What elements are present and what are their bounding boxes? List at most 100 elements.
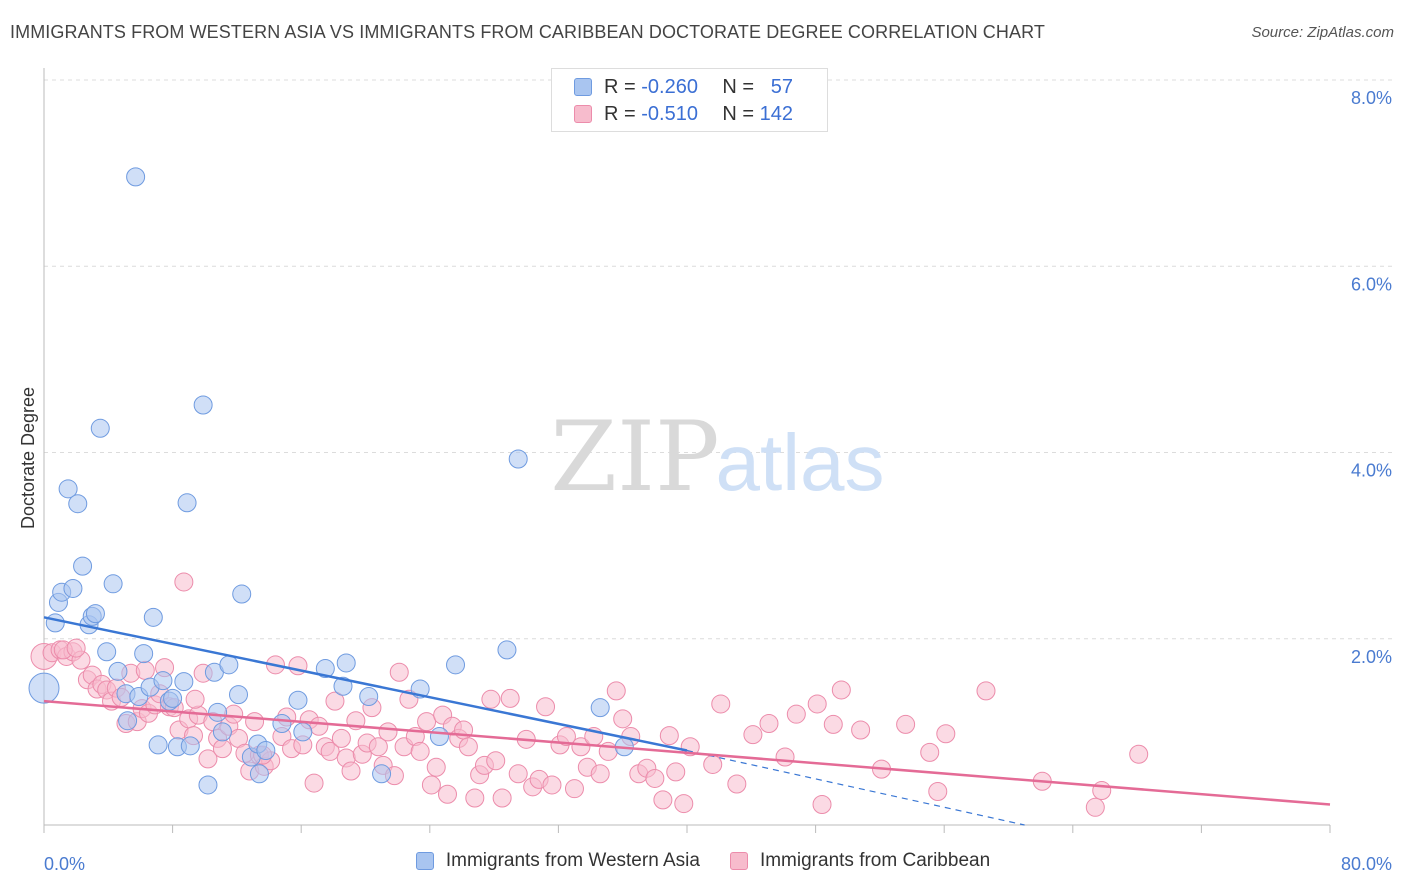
point-caribbean — [1085, 797, 1105, 817]
point-western-asia — [590, 698, 610, 718]
point-caribbean — [571, 737, 591, 757]
point-caribbean — [812, 795, 832, 815]
trend-line-caribbean — [43, 699, 1331, 806]
point-caribbean — [775, 747, 795, 767]
point-caribbean — [759, 713, 779, 733]
point-caribbean — [1129, 744, 1149, 764]
point-caribbean — [542, 775, 562, 795]
point-caribbean — [389, 662, 409, 682]
y-tick-label: 4.0% — [1351, 461, 1392, 481]
source-label: Source: ZipAtlas.com — [1251, 24, 1394, 41]
series-legend-caribbean[interactable]: Immigrants from Caribbean — [729, 850, 990, 872]
point-caribbean — [66, 638, 86, 658]
point-caribbean — [421, 775, 441, 795]
point-caribbean — [606, 681, 626, 701]
trend-extension-western-asia — [686, 749, 1025, 826]
point-caribbean — [135, 660, 155, 680]
point-caribbean — [481, 689, 501, 709]
series-label-western-asia: Immigrants from Western Asia — [445, 850, 700, 871]
point-western-asia — [68, 494, 88, 514]
point-western-asia — [90, 418, 110, 438]
point-caribbean — [786, 704, 806, 724]
point-caribbean — [807, 694, 827, 714]
point-caribbean — [674, 794, 694, 814]
point-caribbean — [492, 788, 512, 808]
point-caribbean — [613, 709, 633, 729]
point-caribbean — [556, 727, 576, 747]
point-caribbean — [417, 712, 437, 732]
point-western-asia — [219, 655, 239, 675]
point-western-asia — [174, 672, 194, 692]
legend-swatch-western-asia — [574, 78, 592, 96]
watermark-atlas: atlas — [716, 418, 885, 507]
point-caribbean — [536, 697, 556, 717]
point-caribbean — [928, 781, 948, 801]
point-western-asia — [359, 686, 379, 706]
point-caribbean — [703, 754, 723, 774]
point-western-asia — [429, 727, 449, 747]
point-caribbean — [976, 681, 996, 701]
point-western-asia — [315, 659, 335, 679]
y-tick-label: 2.0% — [1351, 647, 1392, 667]
point-caribbean — [590, 764, 610, 784]
point-western-asia — [249, 764, 269, 784]
point-western-asia — [333, 676, 353, 696]
trend-line-western-asia — [43, 616, 688, 752]
point-western-asia — [45, 613, 65, 633]
point-western-asia — [446, 655, 466, 675]
point-caribbean — [564, 779, 584, 799]
point-western-asia — [229, 685, 249, 705]
point-western-asia — [497, 640, 517, 660]
y-tick-label: 6.0% — [1351, 274, 1392, 294]
point-caribbean — [659, 726, 679, 746]
legend-n-label: N = — [722, 102, 755, 125]
point-western-asia — [193, 395, 213, 415]
point-caribbean — [341, 761, 361, 781]
series-swatch-caribbean — [729, 852, 748, 870]
trend-lines — [43, 616, 1331, 826]
series-legend: Immigrants from Western Asia Immigrants … — [0, 850, 1406, 872]
point-western-asia — [103, 574, 123, 594]
point-caribbean — [666, 762, 686, 782]
point-western-asia — [232, 584, 252, 604]
point-caribbean — [486, 751, 506, 771]
point-western-asia — [63, 578, 83, 598]
x-tick-label: 80.0% — [1341, 854, 1392, 874]
gridlines — [44, 79, 1392, 640]
point-caribbean — [320, 741, 340, 761]
point-caribbean — [823, 714, 843, 734]
point-caribbean — [245, 712, 265, 732]
point-western-asia — [180, 736, 200, 756]
point-western-asia — [143, 607, 163, 627]
point-caribbean — [1092, 781, 1112, 801]
legend-r-label: R = — [604, 75, 636, 98]
point-caribbean — [851, 720, 871, 740]
point-caribbean — [437, 784, 457, 804]
point-western-asia — [118, 711, 138, 731]
point-western-asia — [208, 702, 228, 722]
legend-n-label: N = — [722, 75, 755, 98]
point-western-asia — [108, 661, 128, 681]
point-caribbean — [831, 680, 851, 700]
point-caribbean — [500, 688, 520, 708]
point-caribbean — [653, 790, 673, 810]
point-caribbean — [304, 773, 324, 793]
point-caribbean — [936, 724, 956, 744]
y-tick-label: 8.0% — [1351, 88, 1392, 108]
point-caribbean — [378, 722, 398, 742]
point-caribbean — [426, 757, 446, 777]
chart-title: IMMIGRANTS FROM WESTERN ASIA VS IMMIGRAN… — [10, 22, 1045, 42]
point-caribbean — [368, 737, 388, 757]
series-swatch-western-asia — [415, 852, 434, 870]
legend-swatch-caribbean — [574, 105, 592, 123]
point-western-asia — [177, 493, 197, 513]
point-western-asia — [198, 775, 218, 795]
point-caribbean — [309, 716, 329, 736]
point-caribbean — [508, 764, 528, 784]
point-western-asia — [372, 764, 392, 784]
series-legend-western-asia[interactable]: Immigrants from Western Asia — [415, 850, 700, 872]
x-tick-label: 0.0% — [44, 854, 85, 874]
point-western-asia — [272, 713, 292, 733]
point-caribbean — [325, 691, 345, 711]
